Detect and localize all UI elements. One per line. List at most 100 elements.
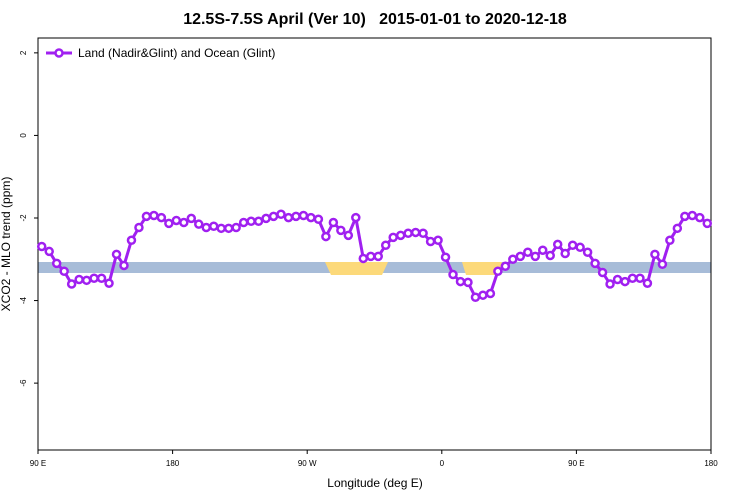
point <box>590 258 600 269</box>
point <box>680 211 690 222</box>
point <box>126 235 137 246</box>
point <box>111 249 122 260</box>
point <box>433 235 443 246</box>
point <box>500 261 511 272</box>
point <box>650 249 660 260</box>
point <box>223 223 234 234</box>
y-tick-label: 2 <box>19 50 28 55</box>
point <box>343 230 354 241</box>
point <box>425 236 436 247</box>
point <box>448 269 458 280</box>
point <box>276 209 286 220</box>
y-tick-label: -6 <box>19 379 28 387</box>
point <box>455 276 466 287</box>
point <box>194 219 204 229</box>
point <box>186 213 197 224</box>
point <box>253 216 264 227</box>
point <box>403 228 413 239</box>
point <box>283 212 294 223</box>
point <box>313 214 324 224</box>
point <box>538 245 548 255</box>
point <box>552 239 563 250</box>
point <box>201 222 211 233</box>
point <box>523 247 533 258</box>
point <box>164 218 174 229</box>
point <box>291 211 301 222</box>
point <box>306 212 316 223</box>
plot-frame <box>37 37 712 451</box>
point <box>582 247 593 258</box>
point <box>515 251 526 262</box>
point <box>440 252 451 262</box>
point <box>605 279 615 289</box>
point <box>612 274 623 285</box>
land-band <box>462 262 502 275</box>
point <box>119 260 129 271</box>
point <box>149 210 159 221</box>
legend-label: Land (Nadir&Glint) and Ocean (Glint) <box>78 46 275 60</box>
point <box>261 213 271 224</box>
point <box>336 225 346 236</box>
point <box>627 273 638 284</box>
point <box>508 254 518 265</box>
point <box>51 258 62 269</box>
point <box>620 276 630 287</box>
point <box>687 210 698 221</box>
y-tick-label: 0 <box>19 133 28 138</box>
chart-title: 12.5S-7.5S April (Ver 10) 2015-01-01 to … <box>183 11 567 28</box>
point <box>665 235 675 246</box>
point <box>373 251 383 262</box>
point <box>134 222 144 233</box>
point <box>44 246 54 257</box>
point <box>597 267 608 278</box>
point <box>216 223 226 234</box>
point <box>463 277 473 288</box>
point <box>89 273 99 284</box>
x-tick-label: 90 W <box>298 459 317 468</box>
point <box>141 211 152 222</box>
point <box>59 266 69 276</box>
point <box>81 275 92 286</box>
point <box>104 278 114 288</box>
point <box>470 292 481 303</box>
point <box>380 240 391 250</box>
y-axis-label: XCO2 - MLO trend (ppm) <box>0 177 13 312</box>
point <box>410 227 421 238</box>
point <box>702 218 713 229</box>
land-band <box>325 262 388 275</box>
point <box>156 212 167 223</box>
point <box>395 230 406 241</box>
point <box>74 274 84 285</box>
point <box>388 232 398 243</box>
point <box>351 212 361 223</box>
y-tick-label: -4 <box>19 296 28 304</box>
point <box>478 290 488 300</box>
x-tick-label: 180 <box>704 459 718 468</box>
x-tick-label: 90 E <box>568 459 584 468</box>
point <box>567 240 578 250</box>
point <box>635 273 645 284</box>
point <box>231 222 241 233</box>
point <box>493 266 503 276</box>
point <box>96 273 107 284</box>
point <box>672 223 683 234</box>
point <box>298 210 309 221</box>
point <box>268 211 279 222</box>
point <box>66 279 77 289</box>
point <box>695 212 705 223</box>
point <box>171 215 182 226</box>
point <box>545 250 555 261</box>
point <box>246 216 256 227</box>
x-tick-label: 0 <box>440 459 445 468</box>
point <box>642 278 653 288</box>
point <box>530 251 541 262</box>
point <box>328 217 339 228</box>
point <box>208 221 219 231</box>
point <box>575 242 585 253</box>
y-tick-label: -2 <box>19 214 28 222</box>
x-axis-label: Longitude (deg E) <box>327 476 422 490</box>
point <box>238 217 249 228</box>
point <box>418 228 428 239</box>
point <box>36 241 47 252</box>
